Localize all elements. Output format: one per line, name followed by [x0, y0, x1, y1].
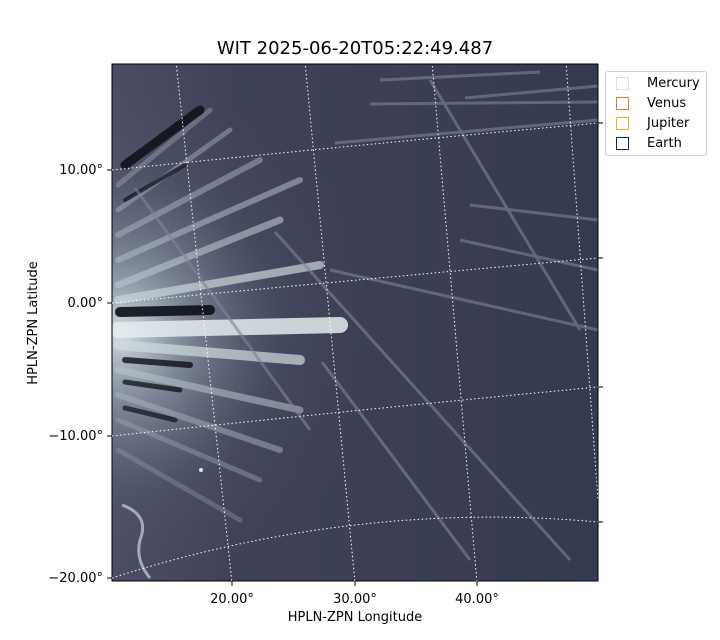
- legend-swatch: [616, 76, 629, 90]
- legend-item-venus: Venus: [616, 95, 686, 111]
- grid-lon-50: [565, 64, 598, 501]
- grid-lon-40: [431, 64, 478, 581]
- grid-lat-0: [112, 257, 598, 304]
- legend-label: Earth: [647, 135, 682, 151]
- y-axis-label: HPLN-ZPN Latitude: [26, 261, 41, 384]
- legend-swatch: [616, 96, 629, 110]
- chart-title: WIT 2025-06-20T05:22:49.487: [216, 38, 494, 59]
- x-tick-label: 20.00°: [210, 592, 254, 607]
- grid-lat-neg10: [112, 386, 598, 437]
- axis-ticks: [107, 122, 603, 586]
- grid-lon-20: [175, 64, 233, 581]
- y-tick-label: 10.00°: [59, 163, 103, 178]
- x-axis-label: HPLN-ZPN Longitude: [288, 610, 423, 625]
- legend-swatch: [616, 136, 629, 150]
- x-tick-label: 40.00°: [455, 592, 499, 607]
- y-tick-label: −10.00°: [48, 429, 103, 444]
- legend-item-mercury: Mercury: [616, 75, 700, 91]
- legend-item-earth: Earth: [616, 135, 682, 151]
- legend: Mercury Venus Jupiter Earth: [605, 71, 707, 156]
- grid-lat-10: [112, 122, 598, 171]
- legend-swatch: [616, 116, 629, 130]
- grid-lon-30: [304, 64, 356, 581]
- x-tick-label: 30.00°: [333, 592, 377, 607]
- legend-label: Jupiter: [647, 115, 690, 131]
- grid-lat-neg20: [112, 516, 598, 579]
- y-tick-label: −20.00°: [48, 571, 103, 586]
- y-tick-label: 0.00°: [68, 296, 103, 311]
- legend-label: Venus: [647, 95, 687, 111]
- coronal-streamers: [112, 64, 598, 581]
- grid-lines: [112, 64, 598, 581]
- legend-item-jupiter: Jupiter: [616, 115, 689, 131]
- legend-label: Mercury: [647, 75, 700, 91]
